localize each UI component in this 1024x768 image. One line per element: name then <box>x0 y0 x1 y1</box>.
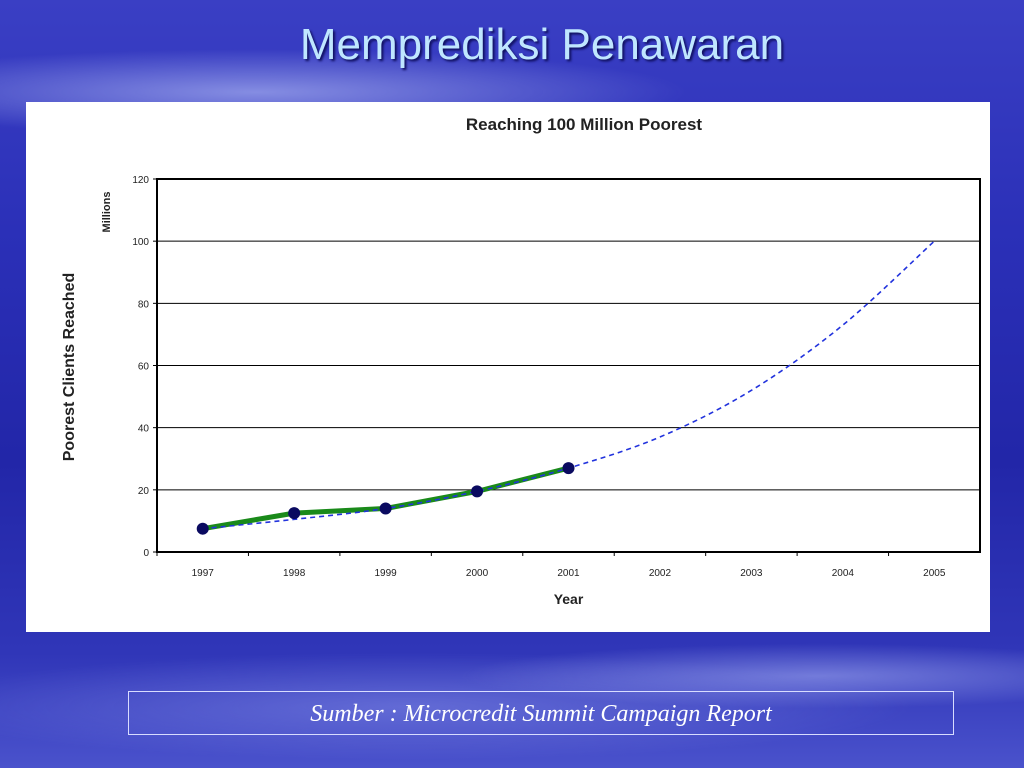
series-projection-line <box>202 240 935 530</box>
y-tick-label: 100 <box>132 237 149 248</box>
x-axis-label: Year <box>554 591 584 607</box>
source-caption: Sumber : Microcredit Summit Campaign Rep… <box>128 691 954 735</box>
y-tick-label: 0 <box>143 548 149 559</box>
slide-title: Memprediksi Penawaran <box>299 20 785 69</box>
series-actual-point <box>196 522 209 535</box>
series-actual-point <box>471 485 484 498</box>
x-tick-label: 2004 <box>832 568 855 579</box>
series-actual-point <box>562 462 575 475</box>
y-tick-label: 20 <box>138 486 150 497</box>
series-actual-line <box>202 465 570 532</box>
y-axis-unit: Millions <box>101 192 113 233</box>
y-tick-label: 40 <box>138 424 150 435</box>
y-tick-label: 60 <box>138 362 150 373</box>
x-tick-label: 2003 <box>740 568 763 579</box>
x-tick-label: 1999 <box>374 568 397 579</box>
series-actual-point <box>379 502 392 515</box>
y-tick-label: 120 <box>132 175 149 186</box>
y-tick-label: 80 <box>138 299 150 310</box>
plot-border <box>156 178 981 553</box>
line-chart: Reaching 100 Million Poorest 0 20 40 60 80 100… <box>61 115 981 607</box>
y-axis-label: Poorest Clients Reached <box>61 273 78 462</box>
chart-title: Reaching 100 Million Poorest <box>466 115 703 134</box>
x-tick-label: 2001 <box>557 568 580 579</box>
x-tick-label: 2005 <box>923 568 946 579</box>
x-tick-label: 2002 <box>649 568 672 579</box>
series-actual-point <box>288 507 301 520</box>
x-tick-label: 1997 <box>192 568 215 579</box>
chart-panel: Reaching 100 Million Poorest 0 20 40 60 80 100… <box>26 102 990 632</box>
x-tick-label: 1998 <box>283 568 306 579</box>
x-tick-label: 2000 <box>466 568 489 579</box>
